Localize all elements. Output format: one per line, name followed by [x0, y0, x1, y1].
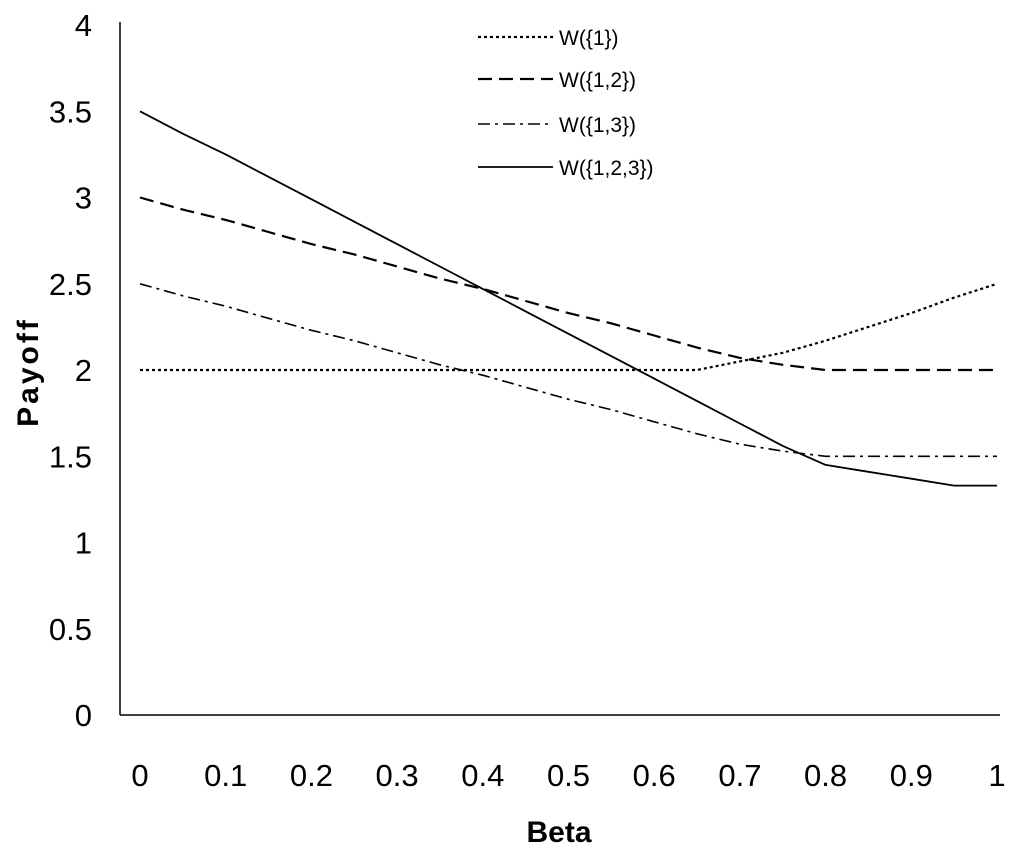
x-tick-labels: 0 0.1 0.2 0.3 0.4 0.5 0.6 0.7 0.8 0.9 1: [131, 758, 1005, 793]
legend-label: W({1,3}): [559, 114, 636, 137]
y-tick-label: 2.5: [49, 267, 92, 302]
x-tick-label: 0.5: [547, 758, 590, 793]
series-line-4: [139, 110, 997, 487]
y-tick-label: 3.5: [49, 94, 92, 129]
x-tick-label: 1: [988, 758, 1005, 793]
series-lines: [139, 110, 998, 487]
x-tick-label: 0.6: [633, 758, 676, 793]
x-tick-label: 0.4: [461, 758, 504, 793]
x-axis-title: Beta: [526, 816, 591, 849]
x-tick-label: 0.9: [890, 758, 933, 793]
x-tick-label: 0.1: [204, 758, 247, 793]
y-tick-labels: 0 0.5 1 1.5 2 2.5 3 3.5 4: [49, 8, 92, 733]
series-line-3: [139, 283, 997, 458]
legend-label: W({1,2,3}): [559, 157, 654, 180]
y-tick-label: 3: [75, 181, 92, 216]
series-line-2: [139, 196, 997, 372]
y-tick-label: 4: [75, 8, 92, 43]
y-tick-label: 0.5: [49, 612, 92, 647]
legend-label: W({1}): [559, 27, 619, 50]
y-axis-title: Payoff: [12, 317, 45, 427]
y-tick-label: 2: [75, 353, 92, 388]
y-tick-label: 0: [75, 698, 92, 733]
legend-label: W({1,2}): [559, 69, 636, 92]
x-tick-label: 0.2: [290, 758, 333, 793]
x-tick-label: 0.8: [804, 758, 847, 793]
y-tick-label: 1.5: [49, 439, 92, 474]
legend: W({1}) W({1,2}) W({1,3}) W({1,2,3}): [478, 27, 654, 180]
y-tick-label: 1: [75, 526, 92, 561]
x-tick-label: 0.3: [376, 758, 419, 793]
x-tick-label: 0.7: [718, 758, 761, 793]
series-line-1: [140, 282, 998, 372]
x-tick-label: 0: [131, 758, 148, 793]
